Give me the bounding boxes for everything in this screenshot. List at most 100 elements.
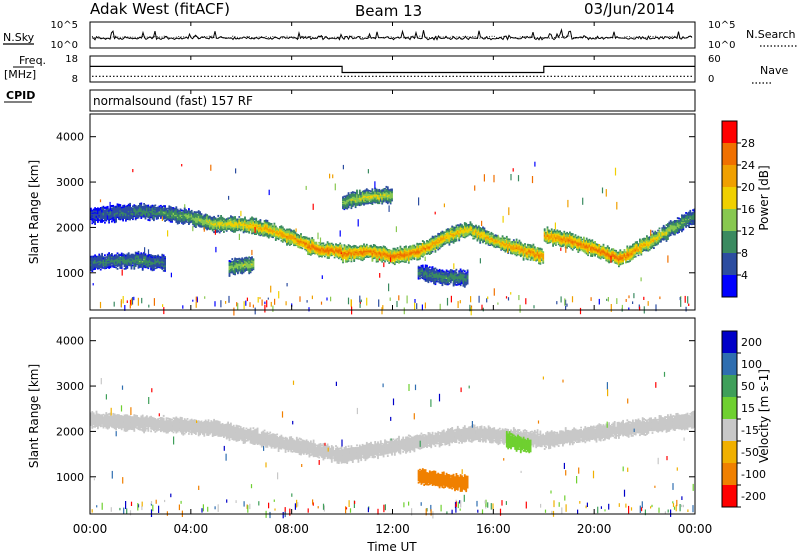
echo-cell bbox=[459, 223, 462, 226]
echo-cell bbox=[227, 221, 229, 224]
echo-cell bbox=[379, 256, 382, 259]
echo-cell bbox=[392, 254, 395, 257]
echo-cell bbox=[602, 245, 605, 247]
echo-cell bbox=[193, 216, 196, 219]
echo-cell bbox=[479, 240, 482, 243]
echo-cell bbox=[395, 256, 398, 259]
echo-cell bbox=[542, 252, 545, 254]
echo-cell bbox=[475, 231, 477, 233]
echo-cell bbox=[522, 250, 525, 253]
echo-cell bbox=[297, 234, 300, 236]
echo-cell bbox=[388, 252, 391, 255]
echo-cell bbox=[555, 234, 557, 237]
echo-cell bbox=[104, 221, 106, 224]
echo-cell bbox=[256, 223, 259, 226]
echo-cell bbox=[181, 213, 183, 215]
echo-cell bbox=[249, 224, 252, 227]
echo-cell bbox=[448, 234, 451, 236]
echo-cell bbox=[164, 214, 166, 217]
echo-cell bbox=[141, 213, 144, 216]
echo-cell bbox=[258, 232, 260, 235]
echo-cell bbox=[351, 249, 354, 252]
echo-cell bbox=[248, 223, 251, 225]
echo-cell bbox=[242, 227, 245, 230]
echo-cell bbox=[405, 253, 407, 256]
echo-cell bbox=[372, 244, 375, 246]
echo-cell bbox=[400, 252, 403, 255]
echo-cell bbox=[440, 231, 442, 234]
echo-cell bbox=[274, 230, 277, 233]
echo-cell bbox=[548, 235, 550, 238]
echo-cell bbox=[196, 211, 199, 214]
echo-cell bbox=[567, 239, 570, 242]
echo-cell bbox=[389, 250, 392, 253]
echo-cell bbox=[304, 244, 307, 247]
echo-cell bbox=[188, 216, 190, 219]
echo-cell bbox=[449, 227, 452, 230]
echo-cell bbox=[414, 254, 417, 256]
echo-cell bbox=[260, 234, 263, 236]
echo-cell bbox=[364, 254, 367, 257]
echo-cell bbox=[599, 255, 602, 258]
echo-cell bbox=[546, 239, 549, 242]
echo-cell bbox=[519, 245, 522, 248]
echo-cell bbox=[258, 231, 260, 234]
echo-cell bbox=[491, 238, 494, 240]
echo-cell bbox=[503, 242, 505, 245]
echo-cell bbox=[636, 241, 638, 243]
echo-cell bbox=[297, 243, 300, 246]
echo-cell bbox=[286, 238, 288, 241]
echo-cell bbox=[216, 227, 218, 230]
echo-cell bbox=[532, 247, 535, 250]
echo-cell bbox=[515, 254, 518, 257]
echo-cell bbox=[350, 246, 353, 248]
echo-cell bbox=[584, 246, 587, 249]
echo-cell bbox=[295, 243, 298, 245]
echo-cell bbox=[318, 245, 321, 248]
echo-cell bbox=[377, 252, 379, 255]
echo-cell bbox=[237, 222, 239, 225]
echo-cell bbox=[273, 230, 276, 232]
echo-cell bbox=[445, 237, 448, 239]
echo-cell bbox=[560, 244, 563, 246]
echo-cell bbox=[573, 246, 575, 248]
echo-cell bbox=[407, 247, 410, 250]
echo-cell bbox=[480, 229, 483, 232]
echo-cell bbox=[456, 234, 459, 236]
echo-cell bbox=[272, 235, 274, 238]
echo-cell bbox=[115, 215, 117, 218]
echo-cell bbox=[591, 252, 594, 255]
echo-cell bbox=[570, 246, 573, 248]
echo-cell bbox=[594, 242, 596, 244]
echo-cell bbox=[454, 230, 456, 233]
echo-cell bbox=[430, 245, 433, 248]
echo-cell bbox=[458, 233, 461, 236]
echo-cell bbox=[284, 239, 287, 242]
echo-cell bbox=[540, 256, 543, 258]
echo-cell bbox=[416, 245, 419, 248]
echo-cell bbox=[302, 240, 305, 242]
echo-cell bbox=[472, 227, 475, 230]
echo-cell bbox=[378, 256, 381, 259]
echo-cell bbox=[322, 250, 325, 253]
echo-cell bbox=[225, 225, 228, 228]
echo-cell bbox=[144, 209, 147, 211]
echo-cell bbox=[412, 253, 414, 256]
echo-cell bbox=[564, 241, 567, 244]
echo-cell bbox=[238, 220, 241, 223]
echo-cell bbox=[452, 234, 455, 237]
echo-cell bbox=[193, 213, 196, 216]
echo-cell bbox=[550, 232, 553, 234]
echo-cell bbox=[139, 209, 141, 211]
echo-cell bbox=[133, 212, 136, 215]
echo-cell bbox=[574, 239, 577, 242]
echo-cell bbox=[178, 214, 180, 217]
echo-cell bbox=[332, 253, 335, 256]
echo-cell bbox=[307, 244, 309, 247]
echo-cell bbox=[328, 246, 330, 249]
echo-cell bbox=[511, 251, 514, 254]
echo-cell bbox=[211, 228, 214, 231]
echo-cell bbox=[280, 239, 283, 242]
echo-cell bbox=[524, 253, 526, 256]
echo-cell bbox=[155, 209, 158, 211]
